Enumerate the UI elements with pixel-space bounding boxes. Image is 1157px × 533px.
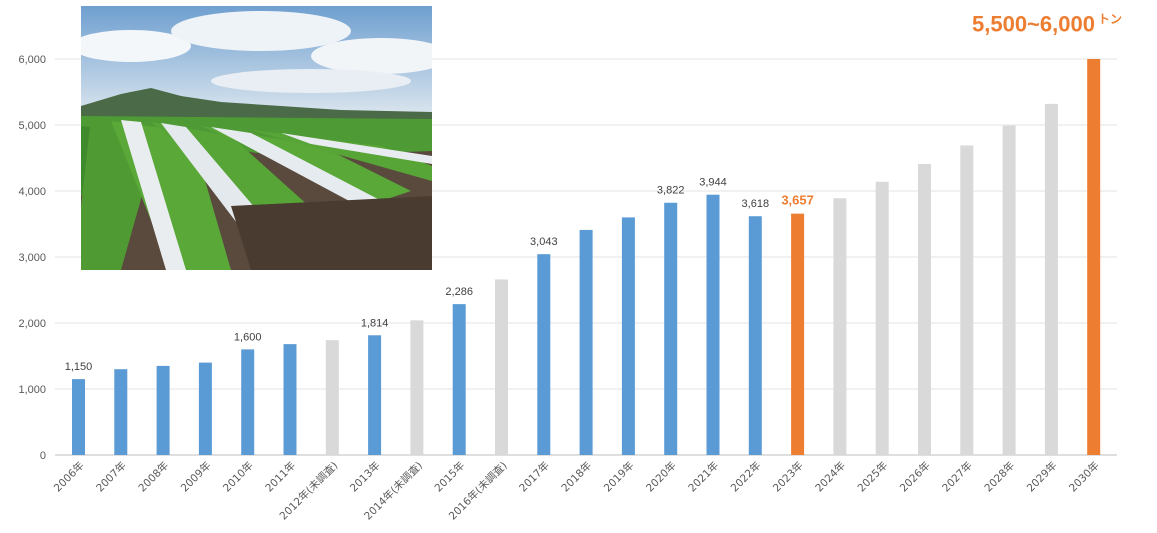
x-tick-label: 2013年	[347, 459, 383, 495]
data-label: 3,944	[699, 177, 727, 189]
bar-2012年(未調査)	[325, 340, 339, 455]
bar-2013年	[368, 335, 382, 455]
x-axis-ticks: 2006年 2007年 2008年 2009年 2010年 2011年2012年(未調査)…	[51, 459, 1102, 523]
bar-2010年	[241, 349, 255, 455]
bar-2008年	[156, 365, 170, 455]
y-tick-label: 4,000	[18, 186, 46, 198]
bar-2011年	[283, 344, 297, 455]
data-label: 3,043	[530, 236, 558, 248]
y-tick-label: 2,000	[18, 318, 46, 330]
bar-2020年	[664, 202, 678, 455]
bar-2006年	[72, 379, 85, 455]
lettuce-field-photo	[81, 6, 432, 270]
bar-2017年	[537, 254, 551, 455]
x-tick-label: 2008年	[136, 459, 172, 495]
x-tick-label: 2029年	[1024, 459, 1060, 495]
bar-2018年	[579, 229, 593, 455]
target-value: 5,500~6,000	[972, 11, 1095, 37]
y-axis-ticks: 0 1,000 2,000 3,000 4,000 5,000 6,000	[18, 54, 46, 462]
x-tick-label: 2030年	[1066, 459, 1102, 495]
data-label: 3,618	[742, 198, 770, 210]
x-tick-label: 2028年	[982, 459, 1018, 495]
x-tick-label: 2019年	[601, 459, 637, 495]
bar-2030年	[1087, 59, 1101, 455]
bar-2027年	[960, 145, 974, 455]
bar-2025年	[875, 181, 889, 455]
y-tick-label: 1,000	[18, 384, 46, 396]
data-label: 1,600	[234, 331, 262, 343]
y-tick-label: 6,000	[18, 54, 46, 66]
data-label: 3,822	[657, 185, 685, 197]
y-tick-label: 5,000	[18, 120, 46, 132]
data-labels: 1,150 1,600 1,814 2,286 3,043 3,822 3,944 3,618…	[65, 177, 814, 373]
x-tick-label: 2022年	[728, 459, 764, 495]
bar-2015年	[452, 304, 466, 455]
data-label: 2,286	[445, 286, 473, 298]
target-unit: トン	[1097, 12, 1122, 26]
bar-2029年	[1044, 103, 1058, 455]
bar-2022年	[748, 216, 762, 455]
x-tick-label: 2023年	[770, 459, 806, 495]
x-tick-label: 2015年	[432, 459, 468, 495]
bar-2021年	[706, 194, 720, 456]
x-tick-label: 2011年	[263, 459, 299, 495]
x-tick-label: 2010年	[220, 459, 256, 495]
bar-2028年	[1002, 125, 1016, 455]
bar-2016年(未調査)	[495, 279, 508, 455]
bar-2014年(未調査)	[410, 320, 424, 455]
x-tick-label: 2021年	[686, 459, 722, 495]
x-tick-label: 2018年	[559, 459, 595, 495]
bar-2009年	[198, 362, 212, 455]
x-tick-label: 2026年	[897, 459, 933, 495]
bar-2019年	[621, 217, 635, 455]
x-tick-label: 2009年	[178, 459, 214, 495]
y-tick-label: 0	[40, 450, 46, 462]
x-tick-label: 2007年	[93, 459, 129, 495]
x-tick-label: 2024年	[813, 459, 849, 495]
data-label: 1,814	[361, 317, 389, 329]
data-label: 1,150	[65, 361, 93, 373]
x-tick-label: 2027年	[939, 459, 975, 495]
x-tick-label: 2025年	[855, 459, 891, 495]
bar-2026年	[918, 163, 931, 455]
bar-2024年	[833, 198, 847, 455]
data-label: 3,657	[781, 193, 814, 208]
bar-2023年	[791, 213, 805, 455]
x-tick-label: 2006年	[51, 459, 87, 495]
bar-2007年	[114, 369, 128, 455]
y-tick-label: 3,000	[18, 252, 46, 264]
bars	[72, 59, 1101, 456]
target-headline: 5,500~6,000 トン	[972, 10, 1122, 37]
x-tick-label: 2020年	[643, 459, 679, 495]
x-tick-label: 2017年	[516, 459, 552, 495]
